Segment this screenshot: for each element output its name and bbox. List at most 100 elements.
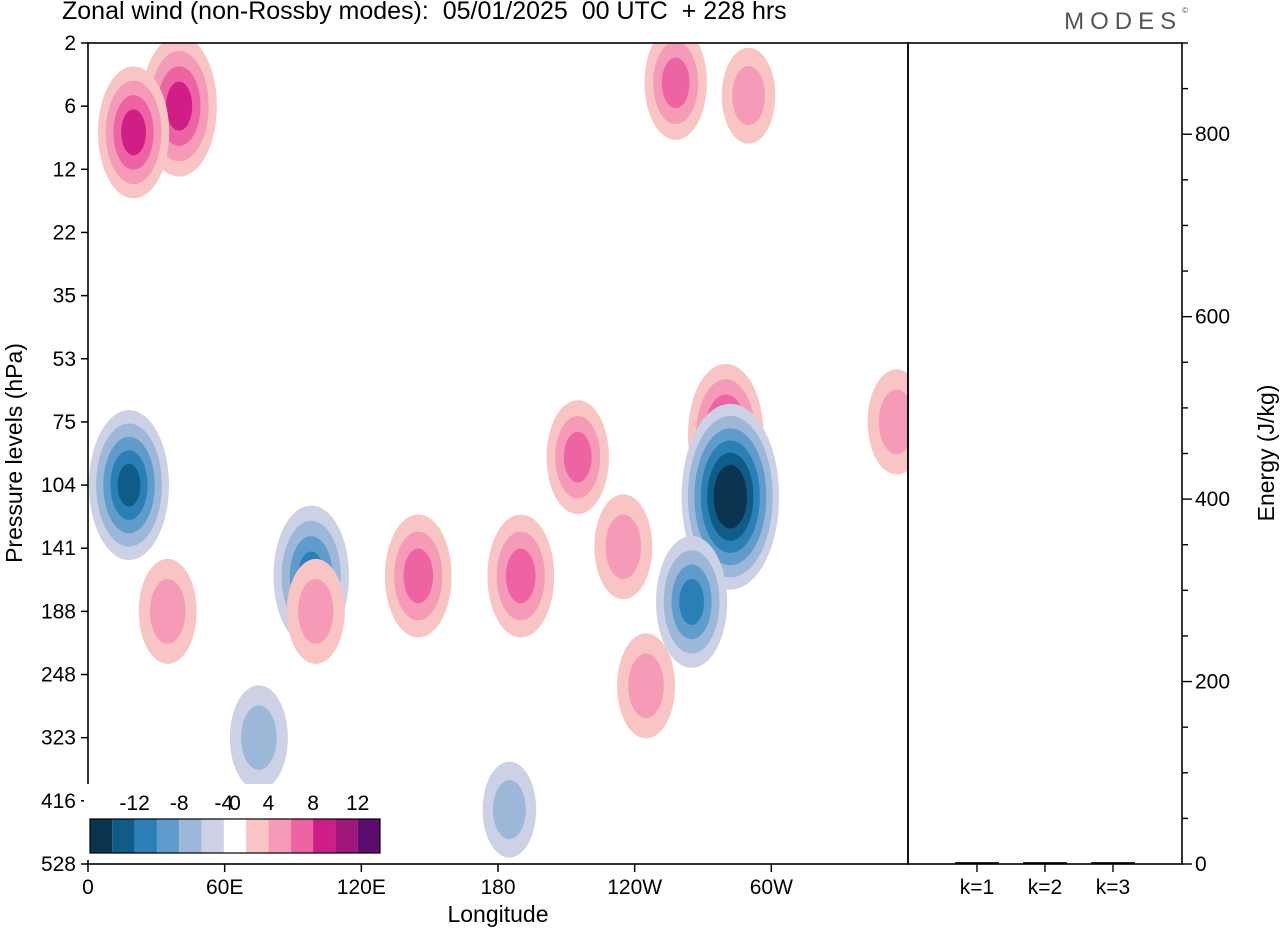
wind-anomaly-cell bbox=[546, 400, 609, 515]
colorbar-swatch bbox=[134, 819, 157, 853]
colorbar-label: 8 bbox=[307, 792, 319, 815]
energy-bars: k=1 k=2 k=3 bbox=[955, 862, 1135, 899]
energy-tick-label: 0 bbox=[1195, 853, 1207, 876]
energy-bar bbox=[955, 862, 999, 864]
colorbar-swatch bbox=[223, 819, 247, 853]
y-tick-label: 248 bbox=[41, 664, 76, 687]
contour-band bbox=[166, 81, 193, 131]
energy-tick-label: 800 bbox=[1195, 123, 1230, 146]
contour-band bbox=[117, 463, 141, 507]
wind-anomaly-cell bbox=[867, 369, 908, 475]
y-tick-label: 323 bbox=[41, 727, 76, 750]
contour-band bbox=[732, 66, 766, 126]
energy-tick-label: 200 bbox=[1195, 671, 1230, 694]
colorbar-swatch bbox=[313, 819, 336, 853]
colorbar-swatch bbox=[357, 819, 380, 853]
colorbar-label: -12 bbox=[119, 792, 149, 815]
y-axis-title: Pressure levels (hPa) bbox=[1, 343, 27, 563]
energy-axis: 0 200 400 600 800 bbox=[1182, 42, 1230, 876]
y-tick-label: 12 bbox=[53, 158, 76, 181]
colorbar-swatch bbox=[112, 819, 135, 853]
y-tick-label: 6 bbox=[64, 95, 76, 118]
colorbar-swatch bbox=[201, 819, 224, 853]
colorbar-swatch bbox=[246, 819, 269, 853]
energy-bar bbox=[1091, 862, 1135, 864]
wind-anomaly-cell bbox=[229, 685, 288, 791]
contour-band bbox=[149, 579, 186, 644]
x-tick-label: 180 bbox=[480, 876, 515, 899]
colorbar-label: -4 bbox=[215, 792, 234, 815]
longitude-axis: 0 60E 120E 180 120W 60W bbox=[82, 864, 793, 899]
y-tick-label: 53 bbox=[53, 348, 76, 371]
energy-axis-title: Energy (J/kg) bbox=[1253, 385, 1279, 522]
wind-anomaly-cell bbox=[138, 558, 197, 664]
colorbar-swatch bbox=[90, 819, 113, 853]
x-tick-label: 120E bbox=[337, 876, 386, 899]
wind-contour-field bbox=[89, 43, 908, 858]
colorbar-label: -8 bbox=[170, 792, 189, 815]
wind-anomaly-cell bbox=[487, 514, 555, 638]
x-axis-title: Longitude bbox=[447, 901, 548, 927]
energy-panel-frame bbox=[907, 42, 1183, 865]
wind-anomaly-cell bbox=[594, 494, 653, 600]
wind-anomaly-cell bbox=[482, 761, 537, 858]
colorbar-label: 0 bbox=[229, 792, 241, 815]
colorbar-label: 4 bbox=[263, 792, 275, 815]
modes-logo: MODES© bbox=[1064, 6, 1188, 36]
contour-band bbox=[241, 705, 277, 770]
category-label: k=1 bbox=[960, 876, 994, 899]
category-label: k=2 bbox=[1028, 876, 1062, 899]
contour-band bbox=[121, 109, 146, 156]
contour-band bbox=[628, 653, 664, 719]
y-tick-label: 104 bbox=[41, 474, 76, 497]
wind-anomaly-cell bbox=[721, 47, 776, 144]
y-tick-label: 188 bbox=[41, 600, 76, 623]
energy-tick-label: 400 bbox=[1195, 488, 1230, 511]
category-label: k=3 bbox=[1096, 876, 1130, 899]
y-tick-label: 75 bbox=[53, 411, 76, 434]
y-tick-label: 528 bbox=[41, 853, 76, 876]
contour-band bbox=[720, 477, 741, 517]
x-tick-label: 120W bbox=[607, 876, 662, 899]
contour-band bbox=[403, 548, 434, 604]
pressure-axis: 2 6 12 22 35 53 75 104 141 188 248 323 416 528 bbox=[41, 32, 88, 876]
wind-anomaly-cell bbox=[644, 43, 707, 140]
chart-title: Zonal wind (non-Rossby modes): 05/01/202… bbox=[62, 0, 787, 25]
wind-anomaly-cell bbox=[617, 633, 676, 739]
contour-band bbox=[661, 57, 690, 109]
colorbar-swatch bbox=[179, 819, 202, 853]
x-tick-label: 60E bbox=[206, 876, 243, 899]
x-tick-label: 60W bbox=[750, 876, 793, 899]
wind-anomaly-cell bbox=[97, 66, 170, 199]
colorbar-swatch bbox=[290, 819, 314, 853]
heatmap-frame bbox=[87, 42, 909, 865]
wind-anomaly-cell bbox=[384, 514, 452, 638]
copyright-mark: © bbox=[1182, 6, 1188, 15]
wind-anomaly-cell bbox=[89, 410, 169, 561]
colorbar-label: 12 bbox=[346, 792, 369, 815]
y-tick-label: 141 bbox=[41, 537, 76, 560]
y-tick-label: 2 bbox=[64, 32, 76, 55]
colorbar-legend: -12 -8 -40 4 8 12 bbox=[84, 784, 384, 860]
wind-anomaly-cell bbox=[681, 403, 780, 590]
y-tick-label: 22 bbox=[53, 221, 76, 244]
y-tick-label: 416 bbox=[41, 790, 76, 813]
energy-tick-label: 600 bbox=[1195, 306, 1230, 329]
x-tick-label: 0 bbox=[82, 876, 94, 899]
contour-band bbox=[679, 578, 705, 625]
colorbar-swatch bbox=[268, 819, 291, 853]
colorbar-outline bbox=[89, 818, 381, 854]
contour-band bbox=[605, 514, 642, 580]
colorbar-swatch bbox=[156, 819, 180, 853]
contour-band bbox=[563, 431, 592, 483]
brand-text: MODES bbox=[1064, 8, 1183, 35]
contour-band bbox=[492, 780, 526, 840]
wind-anomaly-cell bbox=[656, 535, 728, 668]
y-tick-label: 35 bbox=[53, 285, 76, 308]
energy-bar bbox=[1023, 862, 1067, 864]
colorbar-swatch bbox=[335, 819, 358, 853]
contour-band bbox=[297, 579, 334, 644]
contour-band bbox=[505, 548, 536, 604]
wind-anomaly-cell bbox=[286, 558, 345, 664]
